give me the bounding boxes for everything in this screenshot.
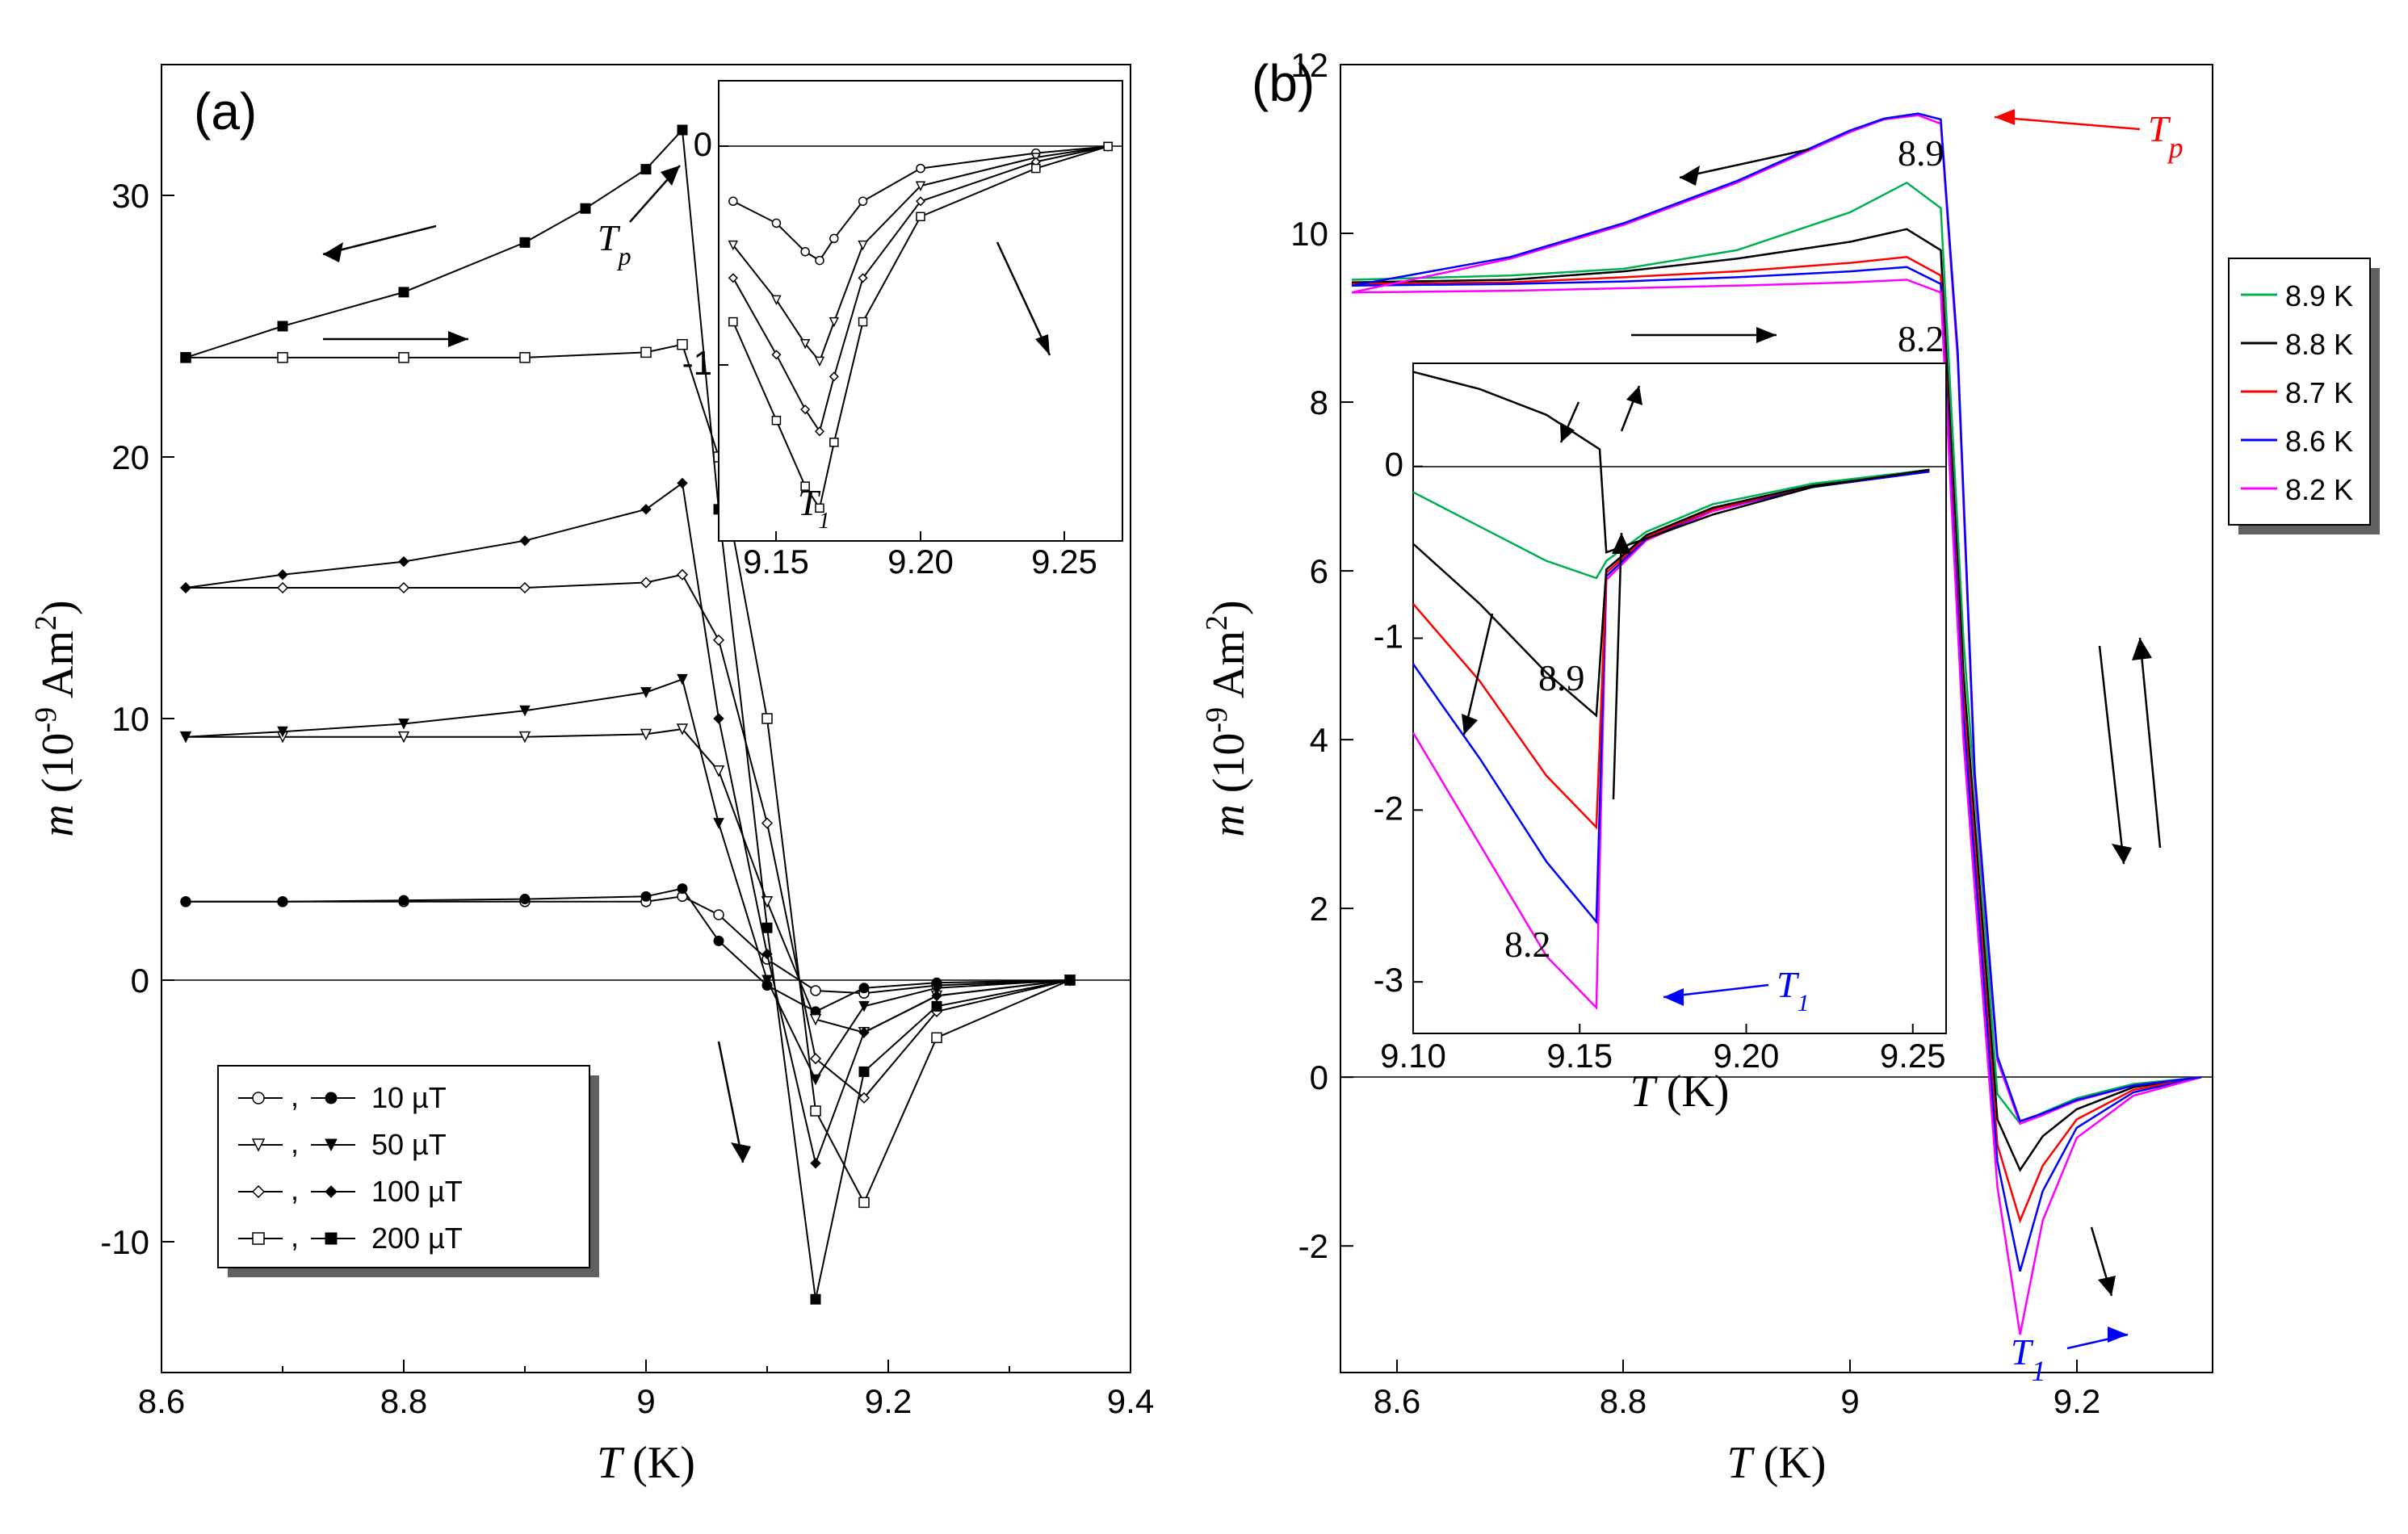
panel-a-xlabel: T (K)	[597, 1438, 695, 1488]
svg-text:,: ,	[291, 1126, 299, 1159]
panel-b: 8.6 8.8 9 9.2 -2024681012 T (K) m (10-9 …	[1179, 16, 2390, 1518]
svg-text:9.15: 9.15	[743, 543, 809, 580]
panel-b-tp: Tp	[2148, 108, 2184, 164]
panel-a-inset: 9.15 9.20 9.25 0 -1 T1	[682, 81, 1122, 580]
figure-container: 8.6 8.8 9 9.2 9.4 -10 0 10 20 30 T (K) m…	[16, 16, 2390, 1518]
svg-text:,: ,	[291, 1079, 299, 1113]
panel-a-legend: , 10 µT, 50 µT, 100 µT, 200 µT	[218, 1066, 599, 1277]
svg-text:4: 4	[1310, 721, 1328, 759]
svg-text:10: 10	[1290, 215, 1328, 253]
panel-a-yticks: -10 0 10 20 30	[100, 177, 174, 1261]
panel-a-ylabel: m (10-9 Am2)	[29, 600, 83, 836]
panel-a-tp-label: Tp	[598, 217, 631, 270]
panel-b-ylabel: m (10-9 Am2)	[1200, 600, 1254, 836]
xtick-label: 8.6	[1374, 1382, 1420, 1420]
panel-b-anno-89: 8.9	[1898, 132, 1944, 174]
svg-text:8.7 K: 8.7 K	[2285, 376, 2353, 409]
svg-text:8.9 K: 8.9 K	[2285, 279, 2353, 312]
svg-text:8.2 K: 8.2 K	[2285, 473, 2353, 506]
panel-b-inset-89: 8.9	[1538, 657, 1585, 698]
panel-b-inset-xlabel: T (K)	[1630, 1067, 1730, 1117]
panel-b-legend: 8.9 K 8.8 K 8.7 K 8.6 K 8.2 K	[2229, 258, 2380, 534]
panel-b-anno-82: 8.2	[1898, 318, 1944, 359]
svg-text:-2: -2	[1374, 789, 1403, 827]
xtick-label: 9	[636, 1382, 655, 1420]
panel-a-label: (a)	[194, 82, 257, 140]
svg-text:8: 8	[1310, 384, 1328, 421]
svg-text:8.8 K: 8.8 K	[2285, 328, 2353, 361]
svg-text:9.20: 9.20	[887, 543, 954, 580]
panel-b-label: (b)	[1252, 54, 1315, 112]
xtick-label: 8.8	[1600, 1382, 1647, 1420]
ytick-label: 10	[111, 700, 149, 738]
xtick-label: 9.2	[2054, 1382, 2100, 1420]
xtick-label: 9.4	[1107, 1382, 1154, 1420]
xtick-label: 8.8	[380, 1382, 427, 1420]
svg-text:,: ,	[291, 1220, 299, 1253]
svg-text:9.25: 9.25	[1880, 1037, 1946, 1075]
xtick-label: 9	[1840, 1382, 1859, 1420]
svg-text:10 µT: 10 µT	[371, 1081, 447, 1114]
panel-a-arrows	[323, 166, 751, 1163]
xtick-label: 8.6	[138, 1382, 185, 1420]
svg-text:-1: -1	[682, 344, 712, 382]
svg-text:-3: -3	[1374, 961, 1403, 999]
ytick-label: 0	[131, 962, 149, 1000]
svg-text:-2: -2	[1298, 1227, 1328, 1265]
svg-text:9.15: 9.15	[1546, 1037, 1613, 1075]
svg-text:6: 6	[1310, 552, 1328, 590]
svg-text:0: 0	[1310, 1058, 1328, 1096]
panel-a-xticks: 8.6 8.8 9 9.2 9.4	[138, 1360, 1154, 1420]
svg-text:100 µT: 100 µT	[371, 1175, 463, 1208]
svg-text:,: ,	[291, 1173, 299, 1206]
panel-a: 8.6 8.8 9 9.2 9.4 -10 0 10 20 30 T (K) m…	[16, 16, 1163, 1518]
svg-text:200 µT: 200 µT	[371, 1222, 463, 1255]
svg-text:50 µT: 50 µT	[371, 1128, 447, 1161]
ytick-label: -10	[100, 1223, 149, 1261]
svg-text:2: 2	[1310, 890, 1328, 928]
panel-b-xticks: 8.6 8.8 9 9.2	[1374, 1360, 2100, 1420]
xtick-label: 9.2	[865, 1382, 912, 1420]
panel-b-xlabel: T (K)	[1727, 1438, 1827, 1488]
svg-text:0: 0	[694, 125, 712, 163]
svg-text:8.6 K: 8.6 K	[2285, 425, 2353, 458]
ytick-label: 20	[111, 438, 149, 476]
ytick-label: 30	[111, 177, 149, 215]
panel-b-t1: T1	[2011, 1331, 2046, 1387]
panel-b-inset: 9.109.159.209.25 -3-2-10 T (K) T1 8.9 8.…	[1374, 363, 1946, 1117]
svg-text:-1: -1	[1374, 618, 1403, 656]
svg-text:9.10: 9.10	[1380, 1037, 1446, 1075]
svg-text:9.25: 9.25	[1031, 543, 1097, 580]
panel-b-inset-82: 8.2	[1504, 924, 1551, 965]
svg-text:0: 0	[1385, 446, 1403, 484]
